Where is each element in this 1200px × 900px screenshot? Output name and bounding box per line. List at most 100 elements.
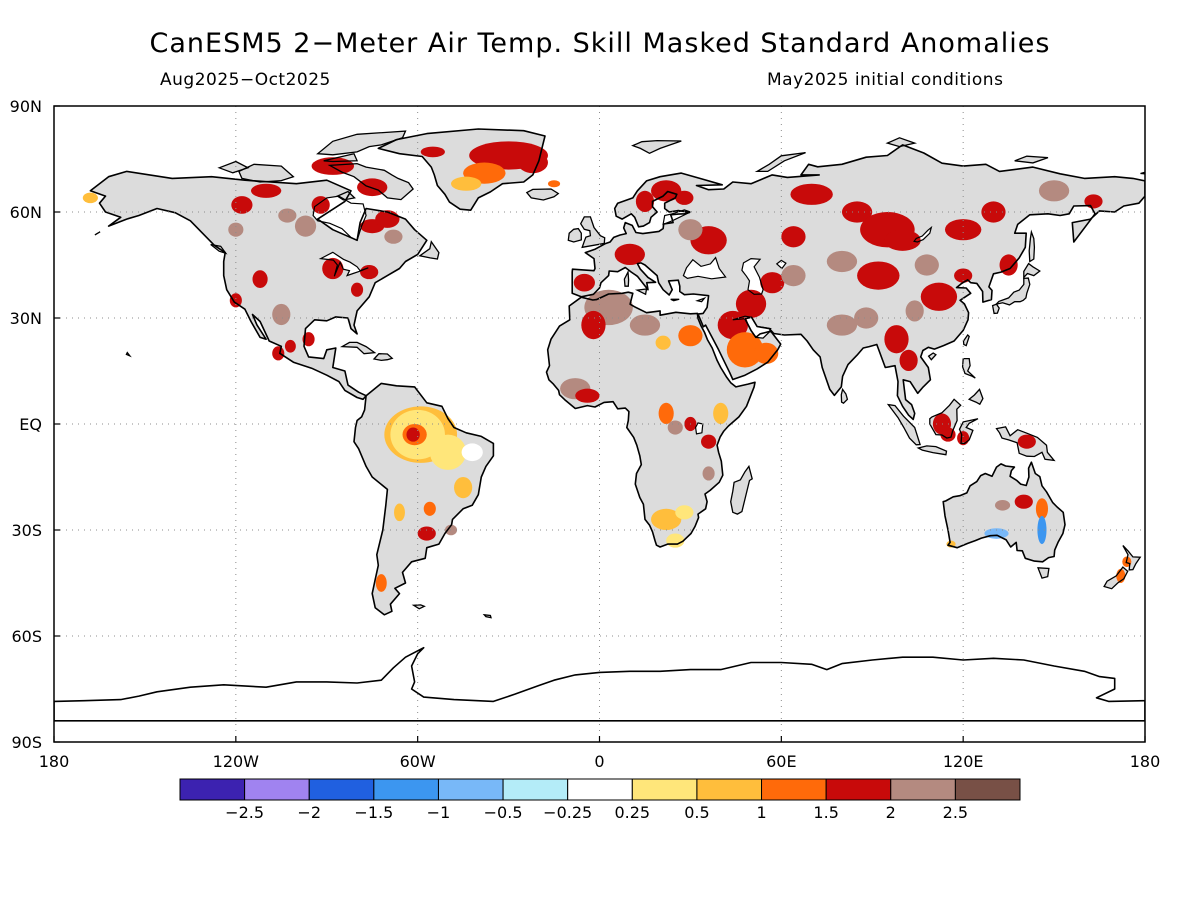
coastline-caspian (741, 257, 764, 295)
coastline-corsica-sardinia (623, 269, 630, 287)
coastline-ellesmere (316, 130, 407, 156)
anomaly-patch (294, 215, 317, 237)
legend-label: −0.5 (484, 803, 523, 822)
coastline-baltic-gulf (662, 209, 692, 226)
coastline-sakhalin (1028, 229, 1036, 263)
coastline-new-siberian (1014, 155, 1049, 164)
anomaly-patch (420, 146, 445, 158)
anomaly-patch (667, 420, 683, 435)
coastline-devon (323, 152, 359, 163)
anomaly-patch (417, 526, 436, 541)
grid-lines (54, 106, 1145, 742)
coastline-borneo (929, 398, 962, 439)
coastline-great-lakes (318, 251, 369, 277)
anomaly-patch (272, 346, 285, 361)
anomaly-patch (651, 508, 682, 530)
coastline-africa (545, 291, 756, 548)
island-taiwan (963, 335, 970, 346)
island-new-zealand-n (1122, 545, 1141, 570)
lat-tick-label: 60S (11, 627, 42, 646)
lat-tick-label: 60N (10, 203, 42, 222)
anomaly-patch (1037, 515, 1047, 545)
anomaly-patch (311, 196, 330, 214)
anomaly-patch (981, 201, 1006, 223)
color-legend: −2.5 −2 −1.5 −1 −0.5 −0.25 0.25 0.5 1 1.5 2 2.5 (179, 778, 1021, 822)
lat-tick-label: 90S (11, 733, 42, 752)
anomaly-patches-layer (82, 141, 1132, 592)
legend-swatch (179, 778, 246, 801)
anomaly-patch (884, 229, 921, 251)
coastline-japan-kyushu (991, 303, 1000, 315)
anomaly-patch (517, 151, 548, 174)
legend-swatch (890, 778, 956, 801)
legend-swatch (502, 778, 569, 801)
water-caspian (741, 258, 764, 295)
coastline-antarctica (54, 646, 1145, 722)
water-lake-victoria (695, 422, 703, 434)
coastline-cyprus (695, 296, 707, 303)
anomaly-patch (701, 434, 717, 449)
anomaly-patch (360, 265, 379, 280)
coastline-iceland (525, 188, 560, 201)
coastline-hawaii (125, 351, 132, 358)
coastline-uk (579, 216, 606, 249)
coastline-japan-hokkaido (1023, 262, 1041, 280)
coastline-sumatra (886, 403, 921, 446)
coastline-new-guinea (995, 426, 1056, 462)
anomaly-patch (272, 303, 291, 326)
legend-label: 1 (756, 803, 766, 822)
anomaly-patch (781, 265, 806, 287)
island-java (918, 445, 947, 455)
anomaly-patch (429, 434, 467, 470)
coastline-baffin (327, 162, 414, 201)
anomaly-patch (914, 254, 939, 276)
lat-tick-label: 90N (10, 97, 42, 116)
coastline-wrangel (1140, 171, 1145, 175)
legend-label: −1 (427, 803, 451, 822)
anomaly-patch (635, 190, 655, 212)
legend-swatch (825, 778, 892, 801)
legend-label: −1.5 (354, 803, 393, 822)
coastline-philippines-mindanao (967, 388, 984, 406)
coastline-aleutian (94, 231, 101, 236)
legend-label: 2 (886, 803, 896, 822)
island-sri-lanka (841, 389, 848, 404)
coastline-vancouver (210, 243, 228, 255)
anomaly-patch (451, 176, 482, 191)
anomaly-patch (854, 307, 879, 329)
coastline-layer (54, 128, 1145, 722)
coastline-novaya-zemlya (754, 151, 806, 173)
legend-swatch (244, 778, 310, 801)
anomaly-patch (252, 270, 268, 288)
anomaly-patch (575, 388, 600, 403)
coastline-philippines-luzon (961, 357, 976, 379)
lat-axis: 90N 60N 30N EQ 30S 60S 90S (10, 97, 60, 752)
anomaly-patch (905, 300, 924, 322)
anomaly-patch (675, 505, 694, 520)
anomaly-patch (666, 533, 685, 548)
anomaly-patch (884, 325, 909, 354)
anomaly-patch (760, 272, 785, 294)
coastline-ireland (567, 227, 582, 243)
anomaly-patch (658, 402, 674, 424)
water-black-sea (683, 257, 726, 279)
lon-tick-label: 0 (594, 752, 604, 771)
coastline-baikal (913, 225, 933, 243)
legend-label: 0.25 (614, 803, 650, 822)
coastline-lake-victoria (694, 422, 704, 435)
legend-swatch (308, 778, 375, 801)
initial-conditions: May2025 initial conditions (767, 70, 1004, 90)
anomaly-patch (899, 349, 918, 371)
anomaly-patch (454, 477, 473, 499)
legend-swatch (567, 778, 633, 801)
anomaly-patch (754, 342, 779, 364)
chart-title: CanESM5 2−Meter Air Temp. Skill Masked S… (149, 28, 1051, 59)
anomaly-patch (675, 190, 694, 205)
legend-swatch (373, 778, 439, 801)
land-australia (943, 462, 1065, 562)
island-japan-honshu (996, 278, 1030, 305)
island-victoria-island (238, 164, 294, 182)
anomaly-patch (461, 443, 483, 462)
coastline-madagascar (730, 464, 753, 515)
coastline-sri-lanka (840, 387, 849, 405)
